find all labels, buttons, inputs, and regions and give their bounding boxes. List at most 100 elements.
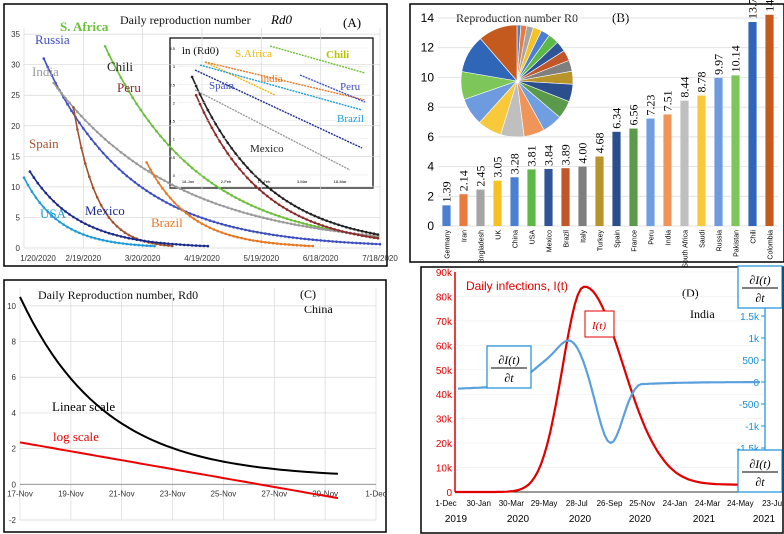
pie-slice [479,24,518,82]
d-xtick: 24-May [727,499,754,508]
a-point [299,244,303,247]
b-xtick: Turkey [598,230,605,252]
a-point [281,197,285,200]
inset-label: Mexico [250,143,284,155]
c-xtick: 23-Nov [160,489,186,498]
a-point [188,214,192,218]
a-point [167,242,170,245]
c-xtick: 21-Nov [109,489,135,498]
b-xtick: India [666,230,673,245]
a-point [244,228,247,232]
b-xtick: Germany [445,230,452,259]
a-point [93,237,97,240]
a-point [232,225,235,229]
a-point [281,216,285,219]
a-point [145,244,148,247]
d-legend-deriv-box-top [737,265,783,309]
a-point [285,221,289,225]
d-xtick: 25-Nov [629,499,655,508]
a-point [254,205,257,209]
a-point [78,231,81,235]
a-point [353,232,356,236]
a-point [210,200,214,204]
a-point [186,163,190,166]
a-point [258,178,261,181]
a-label-chili: Chili [107,59,133,74]
a-xtick: 3/20/2020 [125,254,161,263]
a-point [89,235,93,239]
a-point [175,243,178,246]
d-xtick: 30-Mar [499,499,525,508]
a-point [202,111,206,114]
a-point [64,96,67,100]
a-point [214,184,218,188]
a-point [226,206,229,209]
bar-chili [748,22,757,226]
inset-label: Spain [209,80,235,92]
a-point [325,225,328,229]
inset-ytick: 0 [173,173,176,178]
a-point [228,233,231,237]
d-legend-deriv-box-top-num: ∂I(t) [749,273,770,287]
a-point [250,170,253,174]
a-point [149,168,152,172]
bar-iran [459,194,468,226]
d-ytick-left: 30k [436,415,453,426]
a-point [374,242,378,246]
inset-xtick: 17-Feb [258,179,271,184]
a-point [297,224,301,227]
bar-value-label: 1.39 [440,181,454,202]
a-point [321,217,324,221]
a-point [301,209,305,212]
a-point [267,241,271,244]
b-ytick: 12 [421,41,435,55]
b-ytick: 8 [427,100,434,114]
a-point [135,238,138,241]
a-point [258,188,261,191]
a-point [250,204,253,207]
a-ytick: 10 [11,183,20,192]
bar-france [629,128,638,226]
inset-series [269,45,366,74]
a-point [80,114,83,118]
a-point [76,218,79,221]
a-point [173,201,176,204]
a-point [277,220,281,223]
a-point [198,244,202,248]
a-point [131,237,135,241]
d-year: 2021 [693,514,716,525]
a-point [355,241,358,245]
a-point [279,234,283,238]
a-point [236,226,239,230]
bar-russia [714,77,723,226]
bar-value-label: 8.44 [678,77,692,98]
a-point [88,123,91,126]
d-legend-deriv-box-left-num: ∂I(t) [498,353,519,367]
a-point [248,238,251,242]
a-point [127,156,131,160]
a-point [202,244,206,248]
a-point [218,203,222,207]
a-point [258,215,261,219]
bar-bngladesh [476,189,485,226]
a-point [182,159,186,163]
a-point [285,199,289,203]
a-point [22,176,26,179]
d-xtick: 24-Mar [695,499,721,508]
a-point [198,93,202,96]
a-point [157,196,160,200]
a-point [232,234,235,238]
d-xtick: 26-Sep [597,499,623,508]
a-point [169,203,172,206]
c-series-log [19,441,339,500]
a-point [190,244,194,247]
d-xtick: 24-Jan [663,499,687,508]
panel-d-subtitle: India [690,307,715,321]
bar-peru [646,118,655,226]
a-point [151,240,154,244]
a-point [317,227,321,230]
a-point [123,231,127,234]
a-point [99,134,103,137]
bar-value-label: 7.23 [644,95,658,116]
a-point [182,189,186,192]
